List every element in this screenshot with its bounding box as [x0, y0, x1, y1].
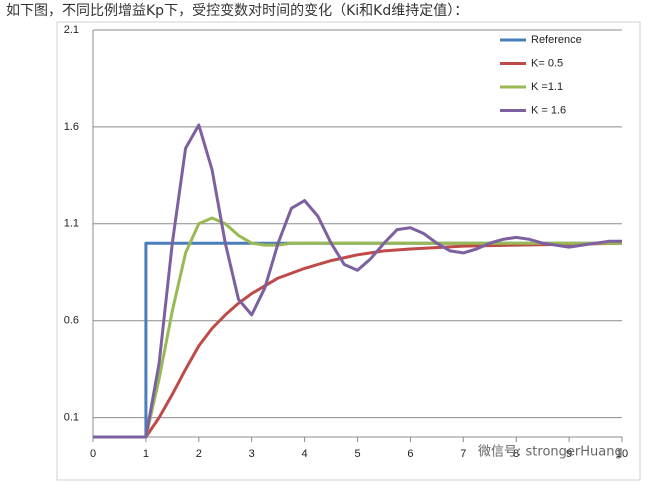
x-tick-label: 4	[302, 448, 308, 460]
y-tick-label: 0.6	[64, 315, 79, 327]
x-tick-label: 8	[513, 448, 519, 460]
legend-label: K = 1.6	[531, 104, 566, 116]
y-tick-label: 0.1	[64, 412, 79, 424]
y-tick-label: 1.1	[64, 218, 79, 230]
legend-label: Reference	[531, 34, 582, 46]
watermark: 微信号: strongerHuang	[478, 445, 623, 460]
legend-label: K= 0.5	[531, 57, 563, 69]
x-tick-label: 6	[407, 448, 413, 460]
y-tick-label: 2.1	[64, 24, 79, 36]
legend-label: K =1.1	[531, 81, 563, 93]
x-tick-label: 3	[249, 448, 255, 460]
x-tick-label: 0	[90, 448, 96, 460]
x-tick-label: 5	[354, 448, 360, 460]
y-tick-label: 1.6	[64, 121, 79, 133]
caption: 如下图，不同比例增益Kp下，受控变数对时间的变化（Ki和Kd维持定值）：	[6, 3, 469, 19]
series-line	[93, 216, 622, 439]
x-tick-label: 9	[566, 448, 572, 460]
x-tick-label: 10	[616, 448, 628, 460]
series-line	[93, 123, 622, 439]
x-tick-label: 7	[460, 448, 466, 460]
x-tick-label: 1	[143, 448, 149, 460]
x-tick-label: 2	[196, 448, 202, 460]
